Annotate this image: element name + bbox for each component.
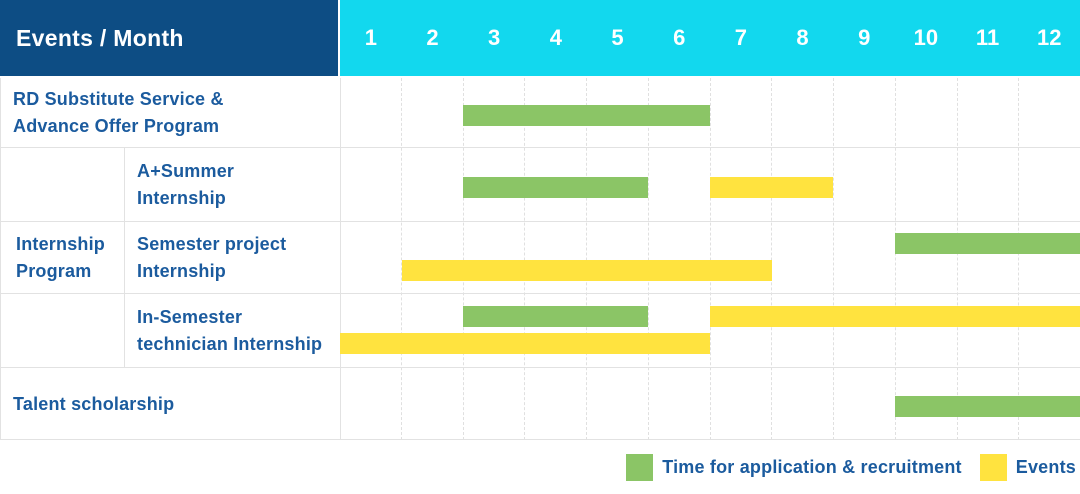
- month-column-3: [464, 78, 526, 440]
- month-header-2: 2: [426, 25, 439, 50]
- events-bar: [710, 176, 834, 198]
- month-header-1: 1: [364, 25, 377, 50]
- month-header-9: 9: [858, 25, 871, 50]
- row-label-1: RD Substitute Service & Advance Offer Pro…: [0, 78, 340, 148]
- row-label-line: Semester project: [137, 234, 287, 254]
- row-divider: [0, 367, 1080, 368]
- legend-item-application: Time for application & recruitment: [626, 453, 962, 481]
- legend-label-application: Time for application & recruitment: [662, 456, 962, 477]
- month-column-8: [772, 78, 834, 440]
- row-label-line: RD Substitute Service &: [13, 89, 224, 109]
- row-label-3: Semester project Internship: [124, 222, 340, 294]
- application-recruitment-bar: [895, 233, 1080, 255]
- month-header-7: 7: [734, 25, 747, 50]
- row-label-4: In-Semester technician Internship: [124, 294, 340, 368]
- month-gridlines: [340, 78, 1080, 440]
- month-header-8: 8: [796, 25, 809, 50]
- events-month-header-cell: Events / Month: [0, 0, 338, 76]
- month-column-11: [958, 78, 1020, 440]
- month-column-5: [587, 78, 649, 440]
- row-label-5: Talent scholarship: [0, 368, 340, 440]
- row-label-line: Advance Offer Program: [13, 116, 220, 136]
- legend: Time for application & recruitment Events: [0, 440, 1076, 494]
- row-divider: [0, 439, 1080, 440]
- application-recruitment-bar: [463, 176, 649, 198]
- month-header-row: 1 2 3 4 5 6 7 8 9 10 11 12: [340, 0, 1080, 76]
- table-left-border: [0, 78, 1, 440]
- events-bar: [340, 333, 710, 355]
- row-label-line: Internship: [137, 261, 227, 281]
- events-month-header-label: Events / Month: [16, 24, 184, 51]
- row-label-line: In-Semester: [137, 307, 243, 327]
- application-swatch-icon: [626, 453, 654, 481]
- month-column-12: [1019, 78, 1080, 440]
- label-chart-divider: [340, 78, 341, 440]
- group-label-internship-program: Internship Program: [0, 148, 124, 368]
- month-column-6: [649, 78, 711, 440]
- row-label-line: A+Summer: [137, 161, 235, 181]
- row-divider: [0, 147, 1080, 148]
- application-recruitment-bar: [895, 395, 1080, 417]
- row-divider: [0, 221, 1080, 222]
- month-column-10: [896, 78, 958, 440]
- application-recruitment-bar: [463, 305, 649, 327]
- row-divider: [0, 293, 1080, 294]
- month-column-4: [525, 78, 587, 440]
- month-header-4: 4: [549, 25, 562, 50]
- row-label-line: Internship: [137, 188, 227, 208]
- month-column-7: [711, 78, 773, 440]
- row-label-line: Talent scholarship: [13, 393, 175, 414]
- group-divider: [124, 148, 125, 368]
- month-column-9: [834, 78, 896, 440]
- month-header-12: 12: [1036, 25, 1062, 50]
- month-header-3: 3: [488, 25, 501, 50]
- row-label-line: technician Internship: [137, 334, 323, 354]
- month-header-5: 5: [611, 25, 624, 50]
- group-label-line: Program: [16, 261, 92, 281]
- events-swatch-icon: [979, 453, 1007, 481]
- month-column-2: [402, 78, 464, 440]
- application-recruitment-bar: [463, 104, 710, 126]
- events-bar: [401, 260, 772, 282]
- group-label-line: Internship: [16, 234, 106, 254]
- month-header-11: 11: [975, 25, 1000, 50]
- month-column-1: [340, 78, 402, 440]
- month-header-6: 6: [673, 25, 686, 50]
- row-label-2: A+Summer Internship: [124, 148, 340, 222]
- legend-item-events: Events: [979, 453, 1076, 481]
- legend-label-events: Events: [1015, 456, 1076, 477]
- events-bar: [710, 305, 1080, 327]
- month-header-10: 10: [913, 25, 939, 50]
